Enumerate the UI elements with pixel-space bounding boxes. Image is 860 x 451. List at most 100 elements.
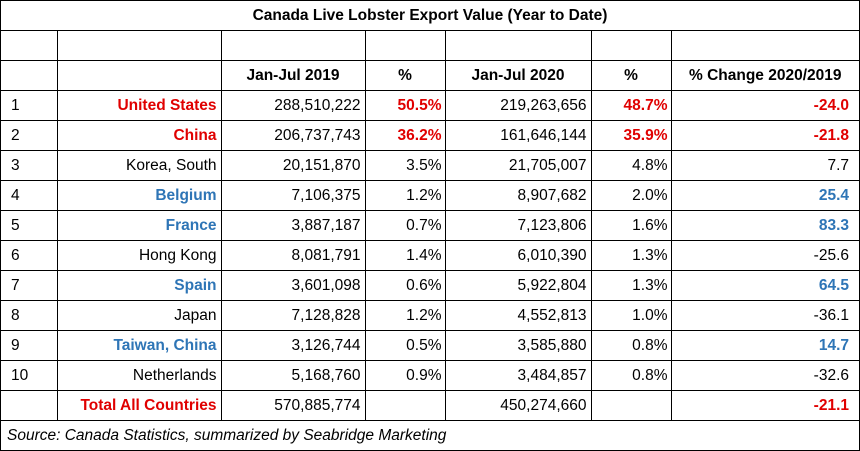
table-row: 5 France 3,887,187 0.7% 7,123,806 1.6% 83.3 — [1, 210, 860, 241]
blank-cell — [444, 30, 592, 61]
table-row: 10 Netherlands 5,168,760 0.9% 3,484,857 0.8% -… — [1, 360, 860, 391]
value-2020-cell: 8,907,682 — [444, 180, 592, 211]
country-cell: United States — [56, 90, 222, 121]
header-rank — [1, 60, 58, 91]
country-cell: Belgium — [56, 180, 222, 211]
total-2019-value: 570,885,774 — [220, 390, 366, 421]
total-label: Total All Countries — [56, 390, 222, 421]
change-cell: -21.8 — [670, 120, 860, 151]
rank-cell: 7 — [1, 270, 58, 301]
blank-row — [1, 30, 860, 61]
blank-cell — [364, 30, 446, 61]
pct-2019-cell: 1.4% — [364, 240, 446, 271]
pct-2019-cell: 0.7% — [364, 210, 446, 241]
value-2019-cell: 206,737,743 — [220, 120, 366, 151]
total-2019-pct — [364, 390, 446, 421]
pct-2020-cell: 0.8% — [590, 360, 672, 391]
rank-cell: 9 — [1, 330, 58, 361]
rank-cell: 3 — [1, 150, 58, 181]
change-cell: -24.0 — [670, 90, 860, 121]
blank-cell — [590, 30, 672, 61]
pct-2019-cell: 50.5% — [364, 90, 446, 121]
total-2020-pct — [590, 390, 672, 421]
value-2020-cell: 21,705,007 — [444, 150, 592, 181]
pct-2020-cell: 0.8% — [590, 330, 672, 361]
header-row: Jan-Jul 2019 % Jan-Jul 2020 % % Change 2… — [1, 60, 860, 91]
pct-2019-cell: 0.5% — [364, 330, 446, 361]
source-row: Source: Canada Statistics, summarized by… — [1, 420, 860, 450]
country-cell: Spain — [56, 270, 222, 301]
pct-2019-cell: 0.6% — [364, 270, 446, 301]
table-row: 9 Taiwan, China 3,126,744 0.5% 3,585,880 0.8%… — [1, 330, 860, 361]
value-2020-cell: 3,585,880 — [444, 330, 592, 361]
country-cell: Netherlands — [56, 360, 222, 391]
value-2020-cell: 4,552,813 — [444, 300, 592, 331]
country-cell: France — [56, 210, 222, 241]
rank-cell: 5 — [1, 210, 58, 241]
change-cell: 7.7 — [670, 150, 860, 181]
table-row: 7 Spain 3,601,098 0.6% 5,922,804 1.3% 64.5 — [1, 270, 860, 301]
source-note: Source: Canada Statistics, summarized by… — [1, 420, 860, 450]
change-cell: -25.6 — [670, 240, 860, 271]
value-2020-cell: 6,010,390 — [444, 240, 592, 271]
country-cell: China — [56, 120, 222, 151]
blank-cell — [56, 30, 222, 61]
total-2020-value: 450,274,660 — [444, 390, 592, 421]
value-2019-cell: 288,510,222 — [220, 90, 366, 121]
pct-2020-cell: 1.3% — [590, 270, 672, 301]
rank-cell: 4 — [1, 180, 58, 211]
value-2020-cell: 219,263,656 — [444, 90, 592, 121]
change-cell: 83.3 — [670, 210, 860, 241]
pct-2020-cell: 4.8% — [590, 150, 672, 181]
change-cell: 25.4 — [670, 180, 860, 211]
country-cell: Korea, South — [56, 150, 222, 181]
total-rank-cell — [1, 390, 58, 421]
value-2019-cell: 20,151,870 — [220, 150, 366, 181]
pct-2019-cell: 1.2% — [364, 180, 446, 211]
header-country — [56, 60, 222, 91]
header-2020-value: Jan-Jul 2020 — [444, 60, 592, 91]
value-2019-cell: 7,106,375 — [220, 180, 366, 211]
rank-cell: 2 — [1, 120, 58, 151]
change-cell: 64.5 — [670, 270, 860, 301]
change-cell: -32.6 — [670, 360, 860, 391]
pct-2020-cell: 1.3% — [590, 240, 672, 271]
pct-2020-cell: 1.6% — [590, 210, 672, 241]
table-row: 8 Japan 7,128,828 1.2% 4,552,813 1.0% -36.1 — [1, 300, 860, 331]
table-row: 1 United States 288,510,222 50.5% 219,263,65… — [1, 90, 860, 121]
total-row: Total All Countries 570,885,774 450,274,… — [1, 390, 860, 421]
country-cell: Japan — [56, 300, 222, 331]
table-title: Canada Live Lobster Export Value (Year t… — [1, 1, 860, 31]
blank-cell — [670, 30, 860, 61]
table-row: 2 China 206,737,743 36.2% 161,646,144 35.9% -2… — [1, 120, 860, 151]
country-cell: Taiwan, China — [56, 330, 222, 361]
change-cell: 14.7 — [670, 330, 860, 361]
rank-cell: 10 — [1, 360, 58, 391]
value-2020-cell: 3,484,857 — [444, 360, 592, 391]
total-change: -21.1 — [670, 390, 860, 421]
pct-2019-cell: 36.2% — [364, 120, 446, 151]
pct-2020-cell: 48.7% — [590, 90, 672, 121]
header-2019-value: Jan-Jul 2019 — [220, 60, 366, 91]
header-2019-pct: % — [364, 60, 446, 91]
pct-2020-cell: 2.0% — [590, 180, 672, 211]
value-2019-cell: 3,126,744 — [220, 330, 366, 361]
value-2020-cell: 5,922,804 — [444, 270, 592, 301]
country-cell: Hong Kong — [56, 240, 222, 271]
header-change: % Change 2020/2019 — [670, 60, 860, 91]
title-row: Canada Live Lobster Export Value (Year t… — [1, 1, 860, 31]
blank-cell — [1, 30, 58, 61]
value-2019-cell: 7,128,828 — [220, 300, 366, 331]
value-2020-cell: 161,646,144 — [444, 120, 592, 151]
pct-2019-cell: 0.9% — [364, 360, 446, 391]
rank-cell: 1 — [1, 90, 58, 121]
header-2020-pct: % — [590, 60, 672, 91]
rank-cell: 6 — [1, 240, 58, 271]
value-2019-cell: 3,887,187 — [220, 210, 366, 241]
table-row: 6 Hong Kong 8,081,791 1.4% 6,010,390 1.3% -25.… — [1, 240, 860, 271]
value-2019-cell: 8,081,791 — [220, 240, 366, 271]
pct-2019-cell: 3.5% — [364, 150, 446, 181]
table-row: 3 Korea, South 20,151,870 3.5% 21,705,007 4.8… — [1, 150, 860, 181]
change-cell: -36.1 — [670, 300, 860, 331]
